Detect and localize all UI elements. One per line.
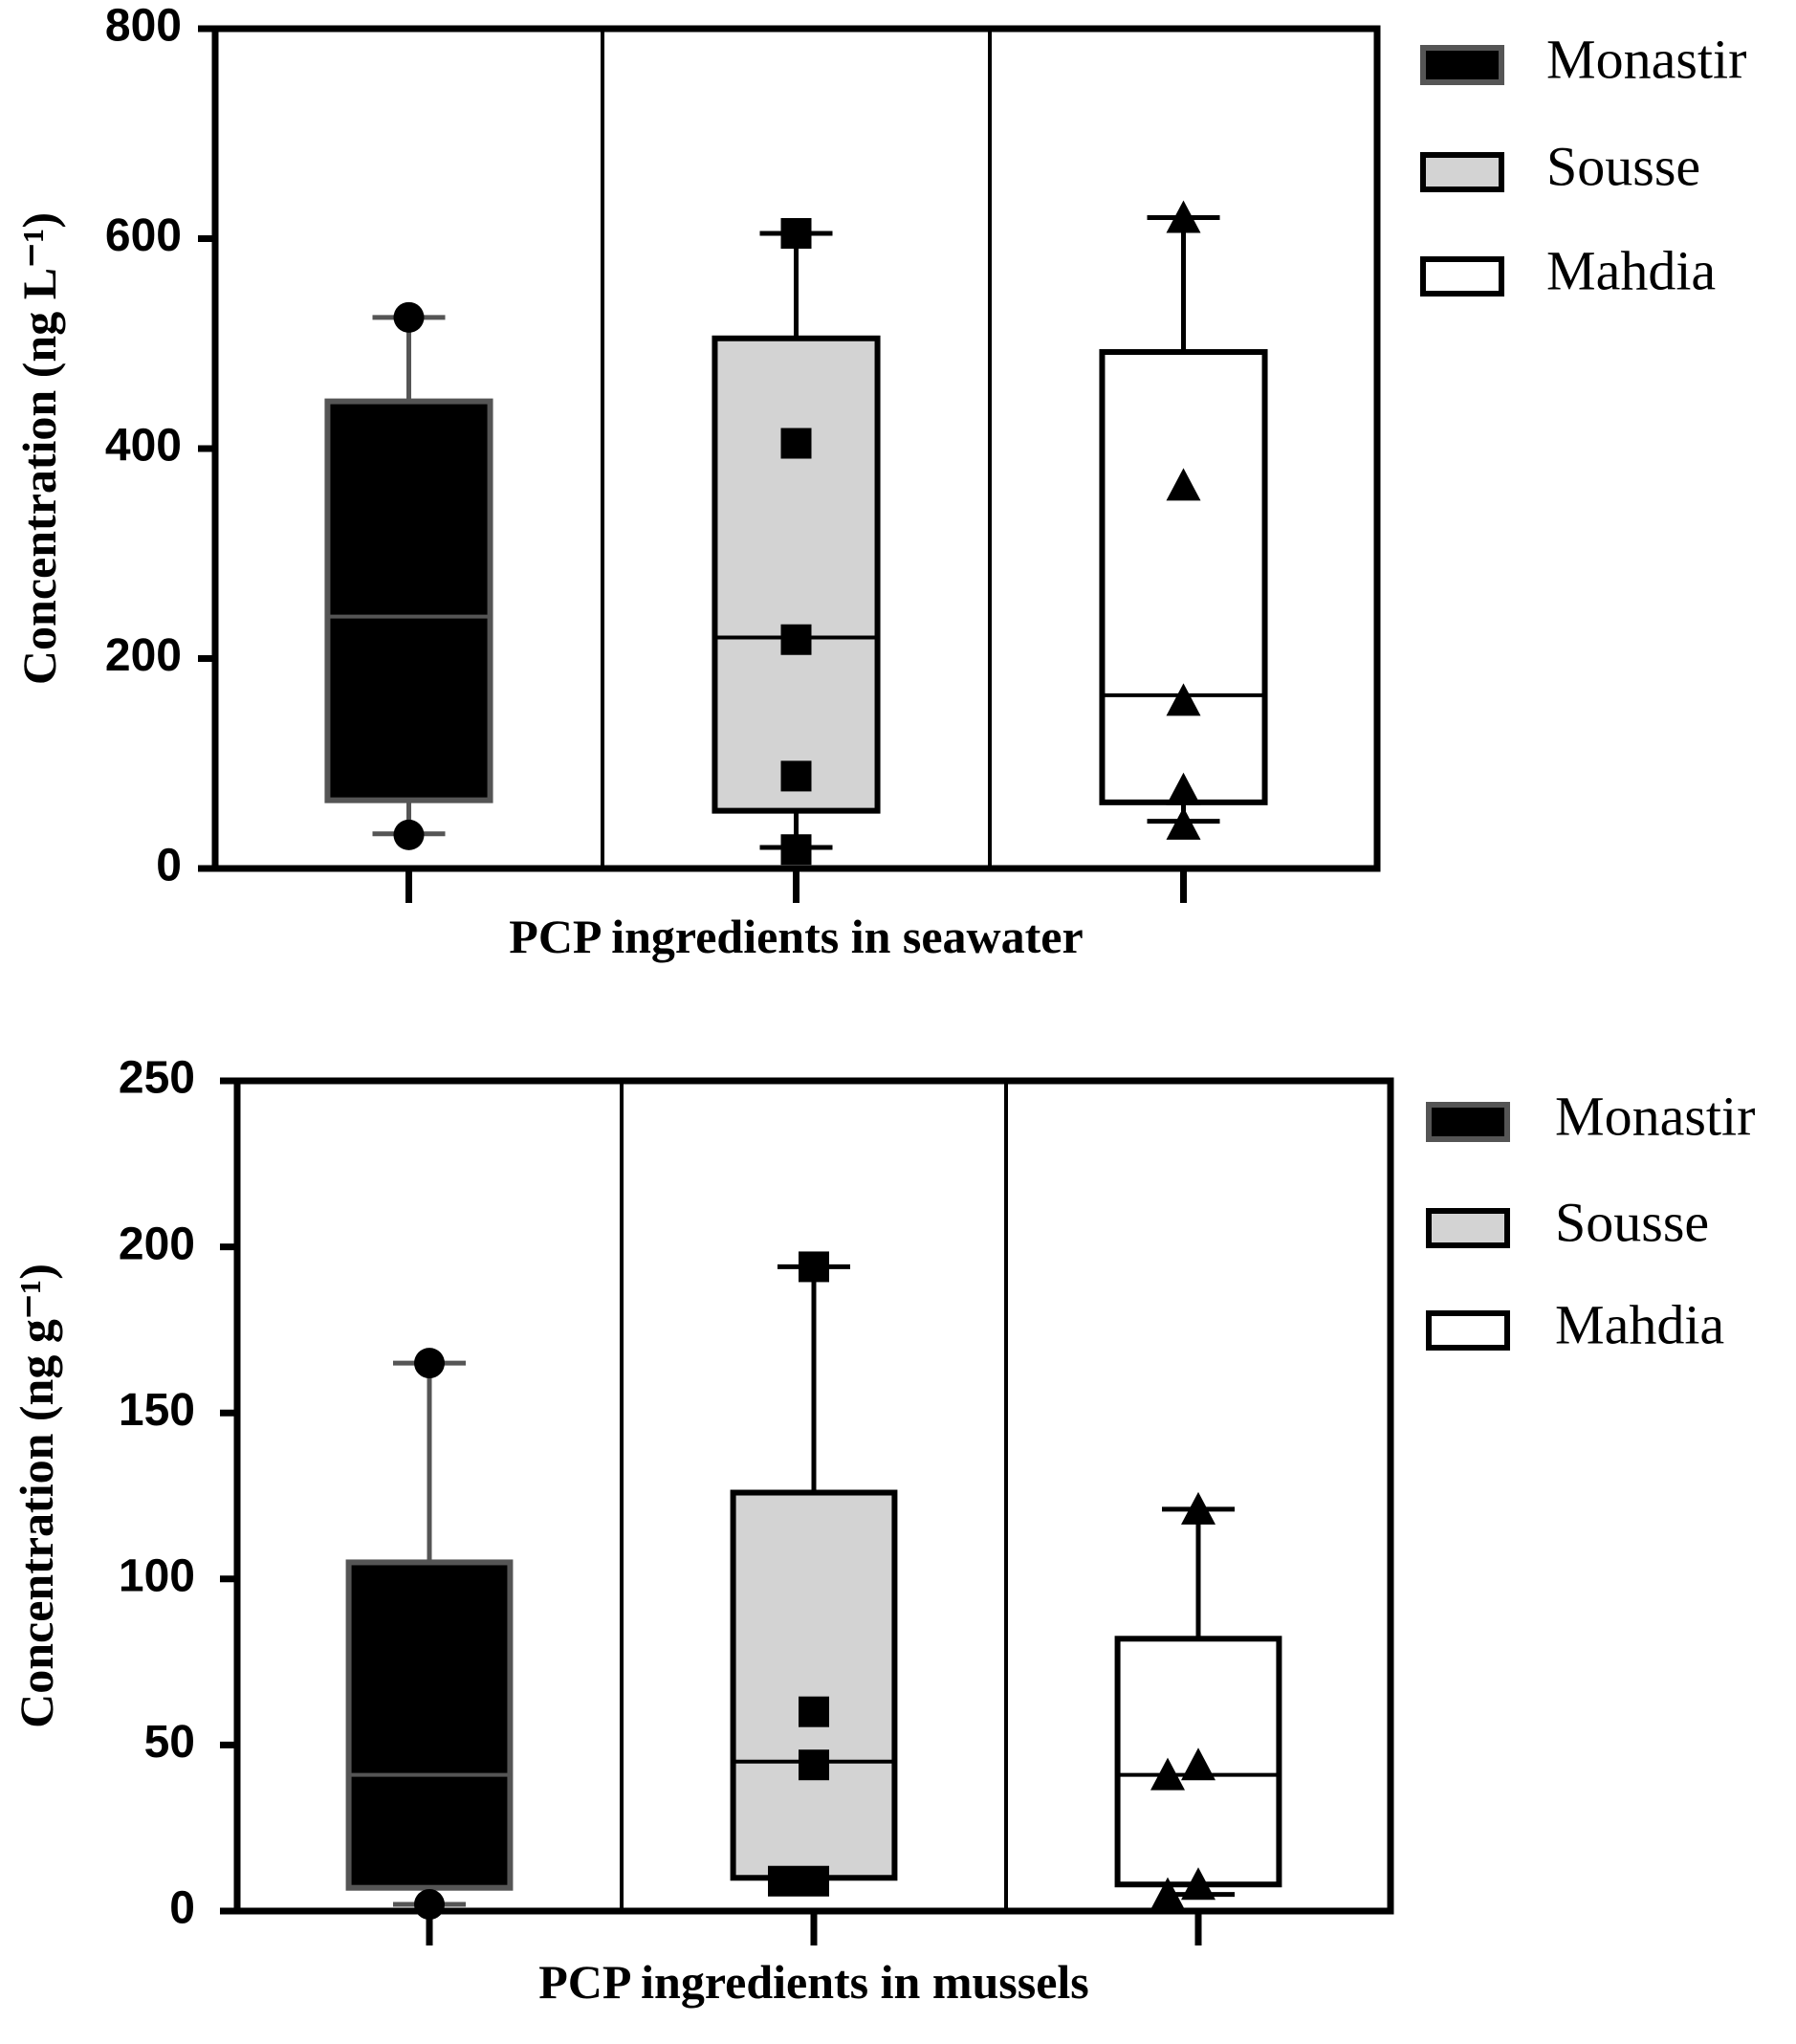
- data-point: [780, 218, 812, 250]
- data-point: [414, 1889, 445, 1921]
- data-point: [1181, 1867, 1216, 1901]
- legend-swatch: [1426, 1102, 1510, 1142]
- box: [1099, 349, 1268, 805]
- plot-frame: [233, 1077, 1394, 1915]
- plot-frame: [211, 25, 1381, 872]
- data-point: [1166, 200, 1201, 233]
- data-point: [780, 624, 812, 655]
- data-point: [1166, 772, 1201, 805]
- y-tick-label: 100: [119, 1550, 195, 1601]
- box: [712, 335, 881, 814]
- data-point: [1166, 806, 1201, 840]
- data-point: [799, 1696, 829, 1727]
- data-point: [1150, 1757, 1185, 1791]
- x-axis-label: PCP ingredients in seawater: [509, 910, 1083, 963]
- legend-swatch: [1420, 152, 1504, 192]
- y-tick-label: 600: [105, 210, 182, 261]
- legend-label: Monastir: [1546, 28, 1746, 90]
- data-point: [1150, 1877, 1185, 1910]
- legend-label: Mahdia: [1546, 239, 1716, 301]
- data-point: [393, 301, 425, 333]
- legend-swatch: [1420, 256, 1504, 297]
- data-point: [799, 1749, 829, 1781]
- legend-label: Sousse: [1546, 135, 1700, 197]
- box: [345, 1559, 514, 1891]
- legend-label: Mahdia: [1555, 1293, 1724, 1355]
- data-point: [1166, 468, 1201, 501]
- data-point: [768, 1865, 799, 1897]
- y-axis-label: Concentration (ng g⁻¹): [10, 1264, 63, 1728]
- data-point: [780, 760, 812, 792]
- y-tick-label: 250: [119, 1053, 195, 1104]
- data-point: [414, 1348, 445, 1379]
- x-axis-label: PCP ingredients in mussels: [538, 1955, 1089, 2009]
- y-tick-label: 50: [144, 1717, 195, 1768]
- y-tick-label: 0: [169, 1883, 195, 1934]
- data-point: [799, 1865, 829, 1897]
- legend-label: Monastir: [1555, 1085, 1755, 1147]
- y-tick-label: 0: [156, 841, 182, 891]
- data-point: [780, 834, 812, 866]
- box: [324, 398, 493, 803]
- legend-swatch: [1426, 1208, 1510, 1248]
- data-point: [393, 819, 425, 850]
- data-point: [1181, 1491, 1216, 1525]
- y-tick-label: 150: [119, 1385, 195, 1436]
- box: [730, 1489, 898, 1881]
- y-axis-label: Concentration (ng L⁻¹): [12, 212, 66, 685]
- y-tick-label: 400: [105, 421, 182, 472]
- legend-label: Sousse: [1555, 1191, 1709, 1253]
- legend-swatch: [1420, 45, 1504, 85]
- y-tick-label: 200: [119, 1219, 195, 1269]
- data-point: [1166, 683, 1201, 716]
- legend-swatch: [1426, 1310, 1510, 1351]
- y-tick-label: 800: [105, 1, 182, 52]
- data-point: [799, 1251, 829, 1283]
- y-tick-label: 200: [105, 630, 182, 681]
- data-point: [780, 428, 812, 459]
- data-point: [1181, 1747, 1216, 1781]
